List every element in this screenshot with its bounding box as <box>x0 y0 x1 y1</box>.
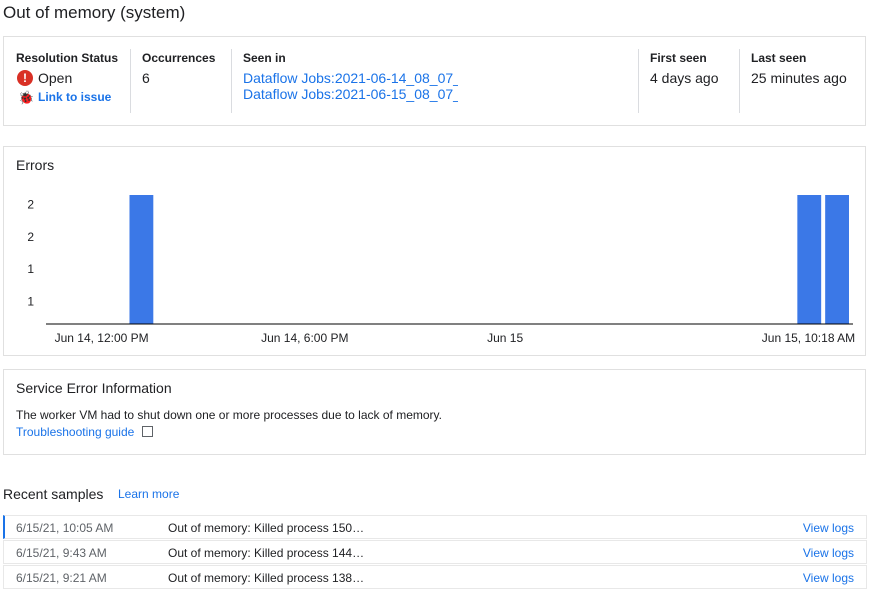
service-error-card: Service Error Information The worker VM … <box>3 369 866 455</box>
bar <box>797 195 822 324</box>
x-tick-label: Jun 14, 12:00 PM <box>55 331 149 345</box>
x-tick-label: Jun 15 <box>487 331 523 345</box>
chart-title: Errors <box>16 157 55 173</box>
resolution-status-label: Resolution Status <box>16 51 119 65</box>
sample-time: 6/15/21, 9:43 AM <box>16 546 107 560</box>
last-seen-label: Last seen <box>751 51 807 65</box>
sample-time: 6/15/21, 10:05 AM <box>16 521 114 535</box>
sample-row[interactable]: 6/15/21, 10:05 AM Out of memory: Killed … <box>3 515 867 539</box>
summary-card: Resolution Status ! Open 🐞 Link to issue… <box>3 36 866 126</box>
errors-chart-card: Errors 2 2 1 1 Jun 14, 12:00 PM Jun 14, 6:00 … <box>3 146 866 356</box>
view-logs-link[interactable]: View logs <box>802 546 854 560</box>
y-tick-label: 1 <box>27 294 34 308</box>
page-title: Out of memory (system) <box>3 3 186 22</box>
service-error-title: Service Error Information <box>16 380 172 396</box>
errors-chart: 2 2 1 1 Jun 14, 12:00 PM Jun 14, 6:00 PM Jun 1… <box>27 195 855 345</box>
service-error-message: The worker VM had to shut down one or mo… <box>16 408 442 422</box>
seen-in-link[interactable]: Dataflow Jobs:2021-06-15_08_07_ <box>243 86 458 102</box>
view-logs-link[interactable]: View logs <box>802 571 854 585</box>
recent-samples-title: Recent samples <box>3 486 104 502</box>
seen-in-link[interactable]: Dataflow Jobs:2021-06-14_08_07_ <box>243 70 458 86</box>
last-seen-value: 25 minutes ago <box>751 70 847 86</box>
bar <box>825 195 849 324</box>
y-tick-label: 1 <box>27 262 34 276</box>
y-tick-label: 2 <box>27 198 34 212</box>
x-tick-label: Jun 14, 6:00 PM <box>261 331 348 345</box>
first-seen-value: 4 days ago <box>650 70 719 86</box>
troubleshooting-guide-label: Troubleshooting guide <box>16 425 135 439</box>
sample-time: 6/15/21, 9:21 AM <box>16 571 107 585</box>
troubleshooting-guide-link[interactable]: Troubleshooting guide <box>16 425 153 439</box>
sample-row[interactable]: 6/15/21, 9:21 AM Out of memory: Killed p… <box>3 565 867 589</box>
sample-message: Out of memory: Killed process 138… <box>168 571 365 585</box>
seen-in-label: Seen in <box>243 51 286 65</box>
x-tick-label: Jun 15, 10:18 AM <box>762 331 855 345</box>
view-logs-link[interactable]: View logs <box>802 521 854 535</box>
error-icon: ! <box>17 70 33 86</box>
y-tick-label: 2 <box>27 230 34 244</box>
occurrences-label: Occurrences <box>142 51 216 65</box>
sample-row[interactable]: 6/15/21, 9:43 AM Out of memory: Killed p… <box>3 540 867 564</box>
sample-message: Out of memory: Killed process 144… <box>168 546 365 560</box>
bug-icon: 🐞 <box>18 90 35 105</box>
occurrences-value: 6 <box>142 70 150 86</box>
external-link-icon <box>141 426 153 437</box>
bar <box>129 195 154 324</box>
link-to-issue[interactable]: Link to issue <box>38 90 112 104</box>
first-seen-label: First seen <box>650 51 707 65</box>
learn-more-link[interactable]: Learn more <box>118 487 180 501</box>
status-value: Open <box>38 70 73 86</box>
sample-message: Out of memory: Killed process 150… <box>168 521 365 535</box>
